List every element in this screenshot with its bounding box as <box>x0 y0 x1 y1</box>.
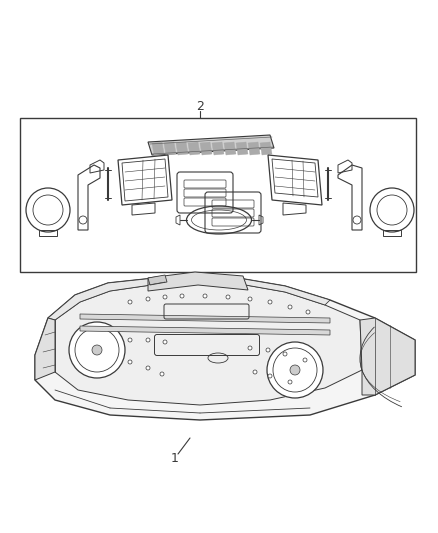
Circle shape <box>288 305 292 309</box>
Circle shape <box>163 340 167 344</box>
Polygon shape <box>148 135 274 155</box>
Bar <box>20 118 416 272</box>
Polygon shape <box>80 314 330 323</box>
Circle shape <box>92 345 102 355</box>
Circle shape <box>128 338 132 342</box>
Circle shape <box>283 352 287 356</box>
Polygon shape <box>164 142 176 155</box>
Polygon shape <box>148 272 248 291</box>
Text: 1: 1 <box>171 451 179 464</box>
Circle shape <box>163 295 167 299</box>
Polygon shape <box>176 142 188 155</box>
Polygon shape <box>200 142 212 155</box>
Circle shape <box>226 295 230 299</box>
Polygon shape <box>148 275 167 285</box>
Circle shape <box>128 360 132 364</box>
Circle shape <box>266 348 270 352</box>
Polygon shape <box>80 326 330 335</box>
Polygon shape <box>35 276 415 420</box>
Circle shape <box>267 342 323 398</box>
Text: 2: 2 <box>196 100 204 112</box>
Polygon shape <box>360 318 415 395</box>
Circle shape <box>306 310 310 314</box>
Circle shape <box>69 322 125 378</box>
Circle shape <box>248 346 252 350</box>
Polygon shape <box>224 142 236 155</box>
Circle shape <box>290 365 300 375</box>
Polygon shape <box>152 142 164 155</box>
Circle shape <box>248 297 252 301</box>
Polygon shape <box>35 318 55 380</box>
Circle shape <box>268 374 272 378</box>
Polygon shape <box>188 142 200 155</box>
Circle shape <box>303 358 307 362</box>
Circle shape <box>146 338 150 342</box>
Circle shape <box>180 294 184 298</box>
Circle shape <box>146 297 150 301</box>
Polygon shape <box>248 142 260 155</box>
Polygon shape <box>55 282 362 405</box>
Circle shape <box>160 372 164 376</box>
Polygon shape <box>48 276 330 320</box>
Circle shape <box>288 380 292 384</box>
Circle shape <box>146 366 150 370</box>
Circle shape <box>253 370 257 374</box>
Polygon shape <box>236 142 248 155</box>
Polygon shape <box>260 142 272 155</box>
Circle shape <box>128 300 132 304</box>
Circle shape <box>268 300 272 304</box>
Circle shape <box>203 294 207 298</box>
Polygon shape <box>212 142 224 155</box>
